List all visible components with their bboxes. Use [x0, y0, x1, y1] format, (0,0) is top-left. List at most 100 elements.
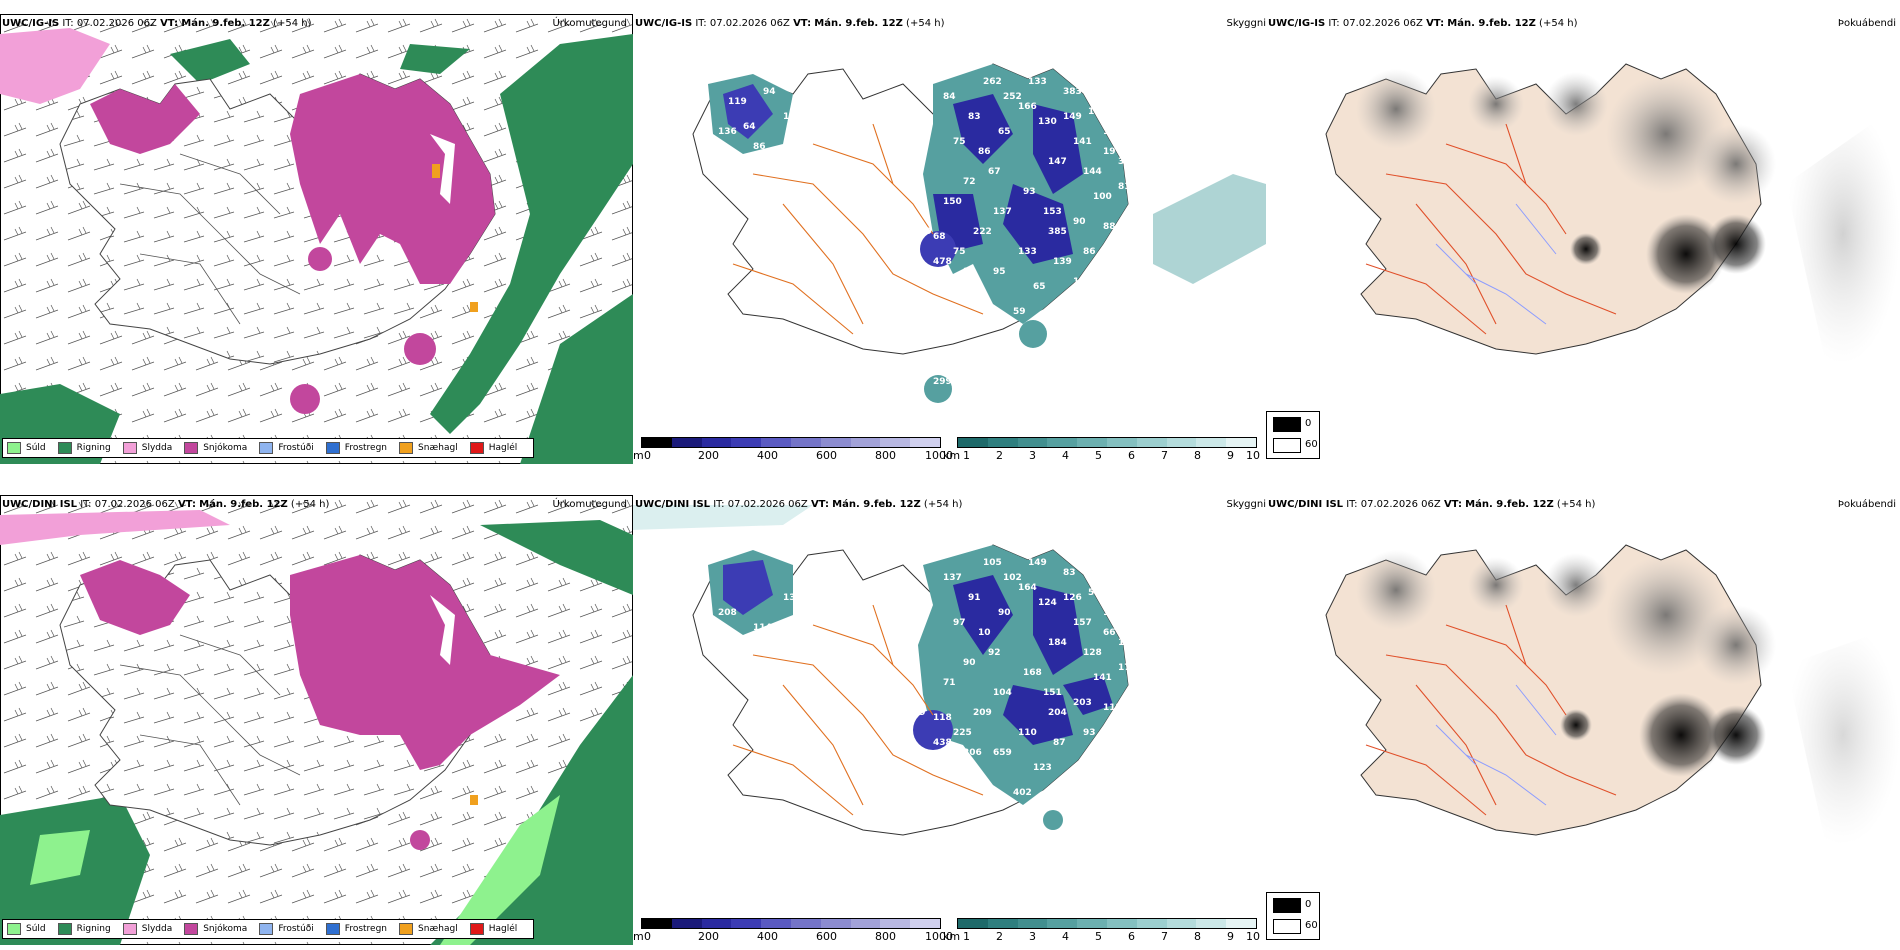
- it-label: IT:: [1328, 18, 1340, 29]
- peak-label: 209: [973, 708, 992, 718]
- cloud-panel-row1: 119 94 64 108 136 86 31 109 84 83 75 86 65 67 72 150 166…: [633, 14, 1266, 464]
- colorbar-segment: [1047, 438, 1078, 447]
- it-value: 07.02.2026 06Z: [709, 18, 790, 29]
- legend-item: Slydda: [122, 442, 172, 454]
- colorbar-segment: [761, 438, 791, 447]
- legend-item: Snjókoma: [184, 923, 247, 935]
- precip-panel-label-row1: Úrkomutegund: [552, 18, 627, 29]
- peak-label: 65: [1033, 282, 1046, 292]
- peak-label: 136: [718, 127, 737, 137]
- peak-label: 72: [963, 177, 976, 187]
- colorbar-segment: [1077, 438, 1107, 447]
- peak-label: 252: [1003, 92, 1022, 102]
- fog-panel-row1: UWC/IG-IS IT: 07.02.2026 06Z VT: Mán. 9.…: [1266, 14, 1900, 464]
- peak-label: 173: [1118, 663, 1137, 673]
- peak-label: 112: [1103, 703, 1122, 713]
- peak-label: 114: [753, 623, 772, 633]
- peak-label: 90: [963, 658, 976, 668]
- legend-swatch: [184, 442, 199, 454]
- it-label: IT:: [80, 499, 92, 510]
- peak-label: 105: [983, 558, 1002, 568]
- lead-time: (+54 h): [906, 18, 945, 29]
- visibility-unit: km: [943, 930, 961, 943]
- peak-label: 394: [1118, 157, 1137, 167]
- visibility-colorbar-row1: km 1 2 3 4 5 6 7 8 9 10: [943, 437, 1266, 463]
- peak-label: 150: [943, 197, 962, 207]
- model-name: UWC/DINI ISL: [635, 499, 711, 510]
- fog-swatch: [1273, 898, 1301, 913]
- peak-label: 97: [953, 618, 966, 628]
- height-colorbar-bar: [641, 918, 941, 929]
- peak-label: 102: [1003, 573, 1022, 583]
- peak-label: 137: [943, 573, 962, 583]
- legend-item: Snæhagl: [399, 442, 458, 454]
- colorbar-segment: [761, 919, 791, 928]
- colorbar-segment: [1047, 919, 1078, 928]
- colorbar-segment: [1226, 919, 1256, 928]
- peak-label: 478: [933, 257, 952, 267]
- it-label: IT:: [695, 18, 707, 29]
- peak-label: 90: [1073, 217, 1086, 227]
- peak-label: 33: [793, 618, 806, 628]
- peak-label: 86: [753, 142, 766, 152]
- vt-value: Mán. 9.feb. 12Z: [181, 18, 270, 29]
- peak-label: 116: [1088, 107, 1107, 117]
- fog-legend-row1: 0 60: [1266, 411, 1320, 459]
- peak-label: 31: [773, 157, 786, 167]
- peak-label: 118: [933, 713, 952, 723]
- colorbar-segment: [880, 919, 911, 928]
- peak-label: 116: [1128, 683, 1147, 693]
- legend-swatch: [325, 923, 340, 935]
- peak-label: 128: [1073, 277, 1092, 287]
- lead-time: (+54 h): [290, 499, 330, 510]
- colorbar-segment: [987, 919, 1018, 928]
- legend-swatch: [57, 442, 72, 454]
- peak-label: 149: [1063, 112, 1082, 122]
- peak-label: 123: [1033, 763, 1052, 773]
- peak-label: 86: [978, 147, 991, 157]
- peak-label: 203: [1073, 698, 1092, 708]
- legend-item: Snjókoma: [184, 442, 247, 454]
- fog-legend-row2: 0 60: [1266, 892, 1320, 940]
- visibility-colorbar-row2: km 1 2 3 4 5 6 7 8 9 10: [943, 918, 1266, 944]
- peak-label: 184: [1048, 638, 1067, 648]
- visibility-unit: km: [943, 449, 961, 462]
- colorbar-segment: [671, 919, 702, 928]
- fog-panel-row2: UWC/DINI ISL IT: 07.02.2026 06Z VT: Mán.…: [1266, 495, 1900, 945]
- peak-label: 10: [978, 628, 991, 638]
- legend-item: Haglél: [469, 442, 517, 454]
- peak-label: 128: [1083, 648, 1102, 658]
- height-colorbar-bar: [641, 437, 941, 448]
- peak-label: 119: [913, 227, 932, 237]
- lead-time: (+54 h): [273, 18, 312, 29]
- legend-swatch: [7, 923, 21, 935]
- colorbar-segment: [1017, 438, 1048, 447]
- peak-label: 130: [1038, 117, 1057, 127]
- peak-label: 108: [783, 112, 802, 122]
- colorbar-segment: [642, 438, 672, 447]
- it-value: 07.02.2026 06Z: [1342, 18, 1423, 29]
- colorbar-segment: [1106, 438, 1137, 447]
- visibility-colorbar-bar: [957, 437, 1257, 448]
- precip-panel-row2: UWC/DINI ISL IT: 07.02.2026 06Z VT: Mán.…: [0, 495, 633, 945]
- legend-item: Frostúði: [259, 923, 314, 935]
- fog-panel-label-row1: Þokuábendi: [1837, 18, 1896, 29]
- vt-label: VT:: [810, 499, 829, 510]
- legend-item: Snæhagl: [399, 923, 458, 935]
- fog-map-row2: [1325, 544, 1900, 845]
- model-name: UWC/IG-IS: [2, 18, 60, 29]
- colorbar-segment: [1166, 438, 1197, 447]
- colorbar-segment: [987, 438, 1018, 447]
- peak-label: 66: [1103, 628, 1116, 638]
- peak-label: 141: [1073, 137, 1092, 147]
- lead-time: (+54 h): [1539, 18, 1578, 29]
- colorbar-segment: [1166, 919, 1197, 928]
- legend-item: Rigning: [57, 442, 111, 454]
- peak-label: 398: [933, 858, 952, 868]
- colorbar-segment: [958, 438, 988, 447]
- colorbar-segment: [1017, 919, 1048, 928]
- peak-label: 299: [933, 377, 952, 387]
- colorbar-segment: [910, 919, 940, 928]
- lead-time: (+54 h): [923, 499, 963, 510]
